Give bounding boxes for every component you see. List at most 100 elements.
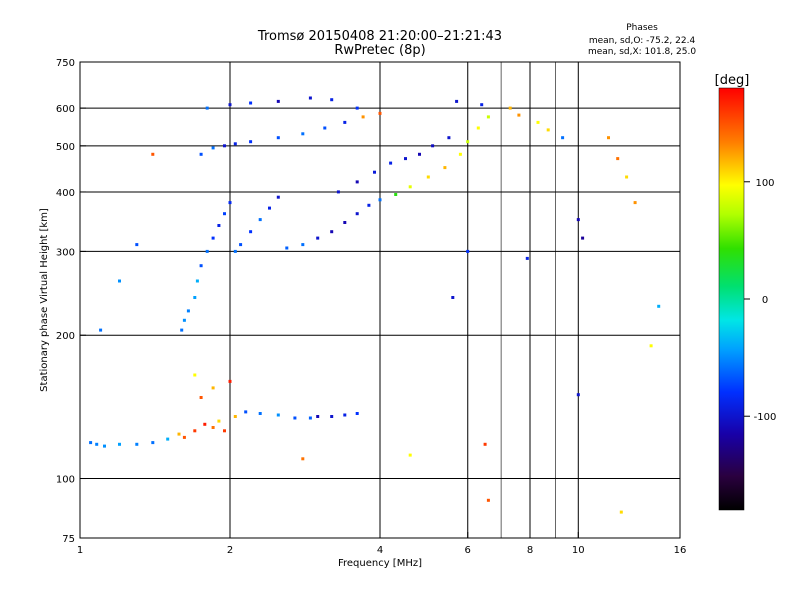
data-point bbox=[118, 442, 121, 446]
axis-ticks: 1 2 4 6 8 10 16 75 100 200 300 400 500 600 750 bbox=[56, 58, 686, 556]
data-point bbox=[249, 230, 253, 234]
data-point bbox=[211, 386, 215, 390]
data-point bbox=[193, 429, 197, 433]
colorbar-tick-label: 0 bbox=[762, 295, 768, 306]
data-point bbox=[166, 437, 170, 441]
data-point bbox=[233, 142, 237, 146]
y-tick-label: 750 bbox=[56, 58, 75, 69]
data-point bbox=[217, 419, 221, 423]
y-tick-label: 500 bbox=[56, 142, 75, 153]
data-point bbox=[268, 206, 271, 210]
data-point bbox=[239, 243, 243, 247]
chart-subtitle: RwPretec (8p) bbox=[334, 43, 425, 58]
x-tick-label: 8 bbox=[527, 545, 533, 556]
data-point bbox=[199, 264, 203, 268]
data-point bbox=[373, 170, 376, 174]
data-point bbox=[211, 426, 215, 429]
data-point bbox=[343, 413, 347, 417]
x-tick-label: 2 bbox=[227, 545, 233, 556]
data-point bbox=[205, 249, 209, 253]
data-point bbox=[404, 157, 407, 161]
data-point bbox=[293, 416, 297, 420]
data-point bbox=[367, 203, 371, 207]
data-point bbox=[361, 115, 365, 119]
data-point bbox=[135, 243, 139, 247]
data-point bbox=[355, 180, 359, 184]
data-point bbox=[451, 296, 455, 299]
data-point bbox=[205, 106, 209, 110]
colorbar bbox=[718, 87, 745, 511]
data-point bbox=[258, 218, 262, 222]
y-tick-label: 400 bbox=[56, 188, 75, 199]
data-point bbox=[633, 201, 637, 205]
data-point bbox=[276, 195, 280, 199]
data-point bbox=[193, 296, 197, 299]
y-tick-label: 100 bbox=[56, 475, 75, 486]
y-tick-label: 300 bbox=[56, 247, 75, 258]
data-point bbox=[180, 328, 184, 332]
y-axis-label: Stationary phase Virtual Height [km] bbox=[39, 208, 50, 392]
data-point bbox=[223, 429, 226, 433]
data-point bbox=[466, 140, 470, 144]
x-tick-label: 10 bbox=[572, 545, 585, 556]
data-point bbox=[301, 457, 305, 461]
data-point bbox=[408, 453, 412, 457]
data-point bbox=[323, 126, 327, 130]
data-point bbox=[466, 249, 470, 253]
colorbar-tick-label: -100 bbox=[754, 412, 777, 423]
data-point bbox=[199, 152, 203, 156]
data-point bbox=[193, 373, 197, 377]
data-point bbox=[649, 344, 653, 348]
data-point bbox=[447, 136, 451, 140]
data-point bbox=[561, 136, 565, 140]
stats-line-o: mean, sd,O: -75.2, 22.4 bbox=[589, 36, 696, 46]
data-point bbox=[199, 396, 203, 399]
data-point bbox=[95, 442, 99, 446]
data-point bbox=[177, 432, 181, 436]
data-point bbox=[316, 236, 320, 240]
data-point bbox=[330, 230, 334, 234]
data-point bbox=[355, 106, 359, 110]
data-point bbox=[625, 175, 629, 179]
data-point bbox=[343, 221, 347, 224]
data-point bbox=[233, 249, 237, 253]
data-point bbox=[203, 422, 207, 426]
data-point bbox=[276, 136, 280, 140]
data-point bbox=[301, 243, 305, 247]
data-point bbox=[483, 442, 487, 446]
data-point bbox=[223, 212, 226, 216]
data-point bbox=[458, 152, 462, 156]
data-point bbox=[182, 435, 186, 439]
chart-title: Tromsø 20150408 21:20:00–21:21:43 bbox=[257, 29, 502, 44]
colorbar-tick-label: 100 bbox=[755, 178, 774, 189]
data-point bbox=[619, 510, 623, 514]
data-point bbox=[249, 101, 253, 105]
data-point bbox=[378, 198, 382, 202]
data-point bbox=[486, 115, 490, 119]
data-point bbox=[99, 328, 103, 332]
data-point bbox=[330, 98, 334, 102]
data-point bbox=[616, 157, 620, 161]
data-point bbox=[476, 126, 480, 130]
data-point bbox=[217, 224, 221, 227]
data-point bbox=[536, 120, 540, 124]
data-point bbox=[258, 412, 262, 415]
data-point bbox=[480, 103, 484, 107]
stats-line-x: mean, sd,X: 101.8, 25.0 bbox=[588, 47, 696, 57]
data-point bbox=[576, 218, 580, 222]
data-point bbox=[186, 309, 190, 313]
y-tick-label: 200 bbox=[56, 331, 75, 342]
data-point bbox=[228, 201, 232, 205]
data-point bbox=[431, 144, 435, 148]
data-point bbox=[182, 318, 186, 322]
data-point bbox=[118, 279, 121, 283]
data-point bbox=[581, 236, 585, 240]
data-point bbox=[151, 152, 155, 156]
data-point bbox=[301, 132, 305, 136]
data-point bbox=[308, 96, 312, 100]
y-tick-label: 75 bbox=[62, 534, 75, 545]
data-point bbox=[486, 498, 490, 502]
stats-title: Phases bbox=[626, 23, 658, 33]
data-points bbox=[89, 96, 661, 514]
